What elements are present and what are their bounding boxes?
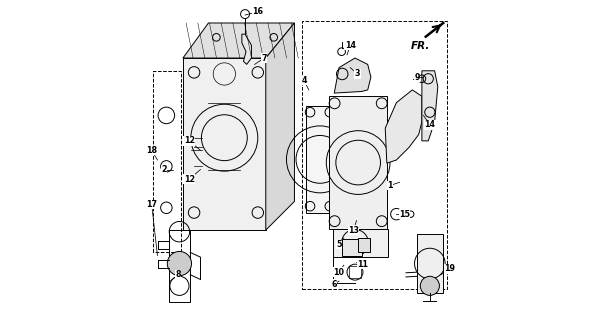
Text: 5: 5 — [336, 240, 342, 249]
Text: 12: 12 — [184, 136, 195, 145]
Text: 13: 13 — [348, 226, 359, 235]
Bar — [348, 267, 361, 278]
Text: 19: 19 — [444, 264, 455, 274]
Polygon shape — [306, 106, 334, 212]
Text: FR.: FR. — [411, 41, 430, 51]
Text: 11: 11 — [358, 260, 368, 269]
Circle shape — [420, 276, 440, 295]
Polygon shape — [422, 71, 438, 141]
Text: 15: 15 — [399, 210, 410, 219]
Circle shape — [167, 252, 192, 276]
Text: 12: 12 — [184, 175, 195, 184]
Text: 9: 9 — [415, 73, 420, 82]
Polygon shape — [183, 58, 266, 230]
Polygon shape — [334, 58, 371, 93]
Text: 17: 17 — [146, 200, 157, 209]
Text: 2: 2 — [161, 165, 167, 174]
Polygon shape — [266, 23, 294, 230]
Text: 14: 14 — [345, 41, 356, 50]
Text: 18: 18 — [146, 146, 157, 155]
Bar — [333, 228, 389, 257]
Polygon shape — [385, 90, 422, 163]
Bar — [358, 238, 370, 252]
Text: 14: 14 — [424, 120, 435, 130]
Bar — [302, 21, 447, 289]
Polygon shape — [183, 23, 294, 58]
Text: 4: 4 — [301, 76, 307, 85]
Text: 10: 10 — [334, 268, 345, 277]
Bar — [168, 230, 190, 302]
Text: 8: 8 — [175, 270, 181, 279]
Text: 16: 16 — [252, 7, 263, 16]
Polygon shape — [242, 34, 252, 64]
Bar — [417, 234, 443, 293]
Bar — [342, 239, 362, 256]
Text: 7: 7 — [261, 53, 267, 62]
Text: 3: 3 — [355, 69, 361, 78]
Polygon shape — [330, 96, 387, 228]
Text: 6: 6 — [331, 280, 337, 289]
Text: 1: 1 — [387, 181, 393, 190]
